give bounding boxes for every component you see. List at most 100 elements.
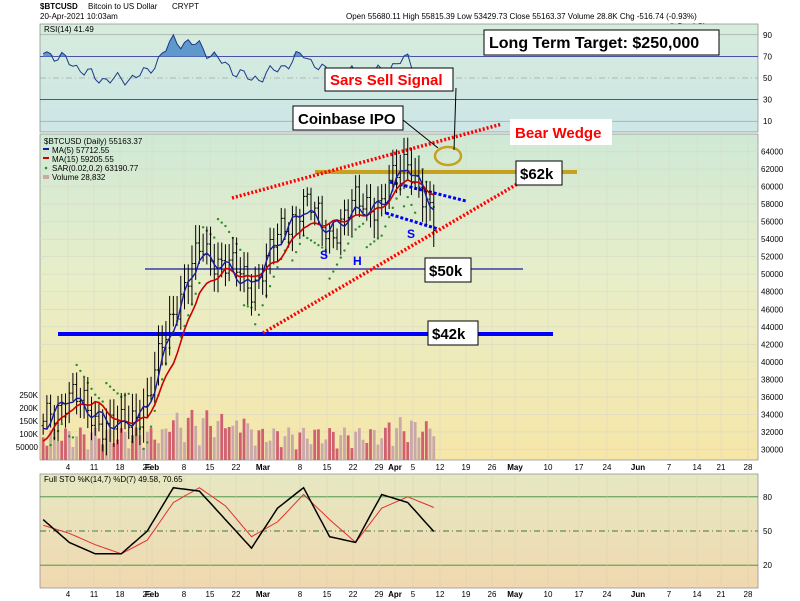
x-tick-label: Apr — [388, 463, 402, 472]
sar-dot — [142, 447, 145, 451]
volume-bar — [78, 427, 82, 460]
price-tick-label: 36000 — [761, 393, 784, 402]
volume-bar — [305, 438, 309, 460]
volume-bar — [157, 443, 160, 460]
sar-dot — [149, 425, 153, 428]
x-tick-label: Mar — [256, 590, 270, 599]
volume-bar — [421, 431, 424, 460]
volume-bar — [406, 442, 410, 460]
sar-dot — [161, 378, 164, 381]
volume-bar — [264, 442, 268, 460]
volume-bar — [209, 425, 212, 460]
sar-dot — [239, 248, 242, 252]
volume-bar — [354, 431, 358, 460]
x-tick-label: 15 — [206, 463, 215, 472]
volume-bar — [395, 428, 398, 460]
volume-bar — [160, 429, 164, 460]
x-tick-label: 29 — [375, 463, 384, 472]
sar-dot — [421, 167, 424, 171]
volume-bar — [313, 429, 317, 460]
x-tick-label: 21 — [717, 463, 726, 472]
sar-dot — [350, 235, 354, 238]
x-tick-label: May — [507, 590, 523, 599]
volume-bar — [108, 429, 112, 460]
x-tick-label: Mar — [256, 463, 270, 472]
x-tick-label: 4 — [66, 590, 71, 599]
sar-dot — [335, 263, 339, 266]
bear-wedge-annotation: Bear Wedge — [515, 125, 601, 142]
coinbase-arrow — [402, 119, 439, 149]
volume-bar — [149, 428, 153, 460]
x-tick-label: 24 — [603, 463, 612, 472]
x-tick-label: 21 — [717, 590, 726, 599]
sar-dot — [306, 236, 309, 240]
sar-dot — [365, 245, 368, 249]
coinbase-box — [292, 105, 404, 131]
volume-bar — [432, 436, 436, 460]
volume-bar — [71, 447, 75, 460]
volume-bar — [276, 431, 279, 460]
volume-bar — [97, 438, 101, 460]
volume-bar — [41, 437, 45, 460]
x-tick-label: 25 — [143, 590, 152, 599]
volume-bar — [380, 438, 384, 460]
target-annotation: Long Term Target: $250,000 — [489, 35, 699, 52]
volume-bar — [142, 448, 145, 460]
volume-bar — [317, 429, 320, 460]
sar-dot — [361, 222, 365, 225]
sar-dot — [384, 225, 387, 228]
x-tick-label: Jun — [631, 463, 645, 472]
volume-bar — [224, 428, 227, 460]
volume-bar — [335, 448, 339, 460]
volume-bar — [235, 420, 238, 460]
ma5-line — [43, 169, 435, 430]
x-tick-label: 14 — [693, 463, 702, 472]
sar-dot — [298, 242, 302, 246]
volume-legend: Volume 28,832 — [52, 173, 106, 182]
sar-dot — [194, 292, 197, 295]
sar-dot — [343, 249, 346, 252]
volume-bar — [131, 435, 134, 460]
sar-dot — [227, 230, 231, 234]
volume-bar — [410, 420, 413, 460]
volume-bar — [145, 431, 149, 460]
sar-dot — [391, 206, 395, 210]
sar-dot — [406, 195, 409, 199]
sar-dot — [320, 246, 324, 249]
volume-bar — [291, 434, 294, 460]
rsi-tick-label: 90 — [763, 31, 772, 40]
ma5-legend: MA(5) 57712.55 — [52, 146, 110, 155]
volume-bar — [112, 443, 116, 460]
x-tick-label: 28 — [744, 463, 753, 472]
sar-dot — [71, 436, 75, 439]
volume-bar — [153, 439, 157, 460]
volume-bar — [175, 412, 179, 460]
volume-bar — [417, 437, 421, 460]
price-tick-label: 60000 — [761, 183, 784, 192]
sar-dot — [347, 242, 350, 245]
x-tick-label: Jun — [631, 590, 645, 599]
sar-dot — [272, 275, 275, 278]
volume-bar — [331, 431, 335, 460]
sar-dot — [213, 236, 216, 239]
volume-bar — [357, 428, 361, 460]
price-tick-label: 52000 — [761, 253, 784, 262]
volume-bar — [261, 428, 265, 460]
level-50k-box — [424, 257, 472, 283]
sar-dot — [317, 243, 320, 247]
sar-dot — [105, 381, 108, 385]
volume-bar — [294, 449, 298, 460]
x-tick-label: 11 — [90, 590, 99, 599]
volume-bar — [127, 448, 131, 460]
flag-lower-line — [385, 211, 439, 231]
timestamp-label: 20-Apr-2021 10:03am — [40, 12, 118, 21]
x-tick-label: 19 — [462, 590, 471, 599]
x-tick-label: 17 — [575, 463, 584, 472]
ma15-legend-swatch — [43, 157, 49, 159]
volume-bar — [67, 431, 71, 460]
volume-bar — [201, 418, 205, 460]
price-tick-label: 42000 — [761, 340, 784, 349]
sar-dot — [242, 304, 246, 307]
